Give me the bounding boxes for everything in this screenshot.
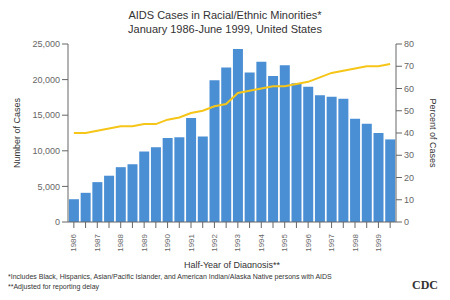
html-text:January 1986-June 1999, United: January 1986-June 1999, United States: [128, 23, 322, 35]
svg-text:15,000: 15,000: [32, 110, 60, 120]
svg-text:1987: 1987: [93, 233, 102, 251]
svg-text:40: 40: [404, 128, 414, 138]
svg-text:1988: 1988: [116, 233, 125, 251]
html-text:*Includes Black, Hispanics, As: *Includes Black, Hispanics, Asian/Pacifi…: [8, 273, 332, 280]
svg-text:70: 70: [404, 61, 414, 71]
svg-text:Number of Cases: Number of Cases: [12, 97, 22, 168]
svg-text:1993: 1993: [233, 233, 242, 251]
svg-text:1999: 1999: [374, 233, 383, 251]
svg-text:1998: 1998: [351, 233, 360, 251]
svg-text:0: 0: [55, 217, 60, 227]
svg-text:Percent of Cases: Percent of Cases: [428, 98, 438, 168]
html-text:**Adjusted for reporting delay: **Adjusted for reporting delay: [8, 283, 100, 290]
html-text:AIDS Cases in Racial/Ethnic Mi: AIDS Cases in Racial/Ethnic Minorities*: [128, 9, 322, 21]
svg-text:5,000: 5,000: [37, 182, 60, 192]
svg-text:1990: 1990: [163, 233, 172, 251]
svg-text:60: 60: [404, 84, 414, 94]
svg-text:1986: 1986: [69, 233, 78, 251]
svg-text:1994: 1994: [257, 233, 266, 251]
svg-text:25,000: 25,000: [32, 39, 60, 49]
svg-text:1991: 1991: [187, 233, 196, 251]
svg-text:1989: 1989: [140, 233, 149, 251]
svg-text:1996: 1996: [304, 233, 313, 251]
svg-text:0: 0: [404, 217, 409, 227]
svg-text:10,000: 10,000: [32, 146, 60, 156]
svg-text:10: 10: [404, 195, 414, 205]
svg-text:Half-Year of Diagnosis**: Half-Year of Diagnosis**: [184, 260, 281, 268]
svg-text:20,000: 20,000: [32, 75, 60, 85]
svg-text:50: 50: [404, 106, 414, 116]
svg-text:1992: 1992: [210, 233, 219, 251]
svg-text:1997: 1997: [327, 233, 336, 251]
svg-text:80: 80: [404, 39, 414, 49]
svg-text:20: 20: [404, 173, 414, 183]
svg-text:1995: 1995: [280, 233, 289, 251]
html-text:CDC: CDC: [412, 278, 438, 292]
svg-text:30: 30: [404, 150, 414, 160]
